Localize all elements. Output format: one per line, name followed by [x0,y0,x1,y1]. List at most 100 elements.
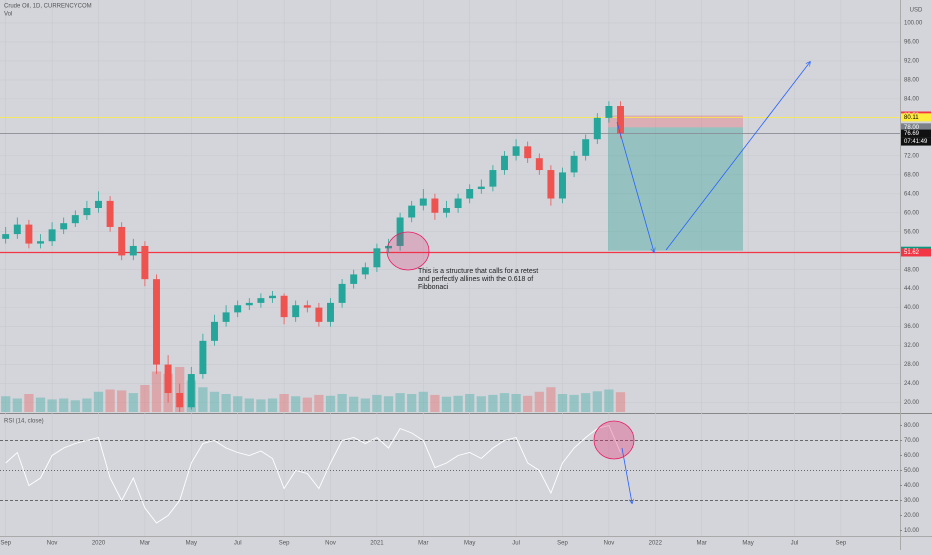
countdown-box [901,137,931,146]
candle-body [37,241,44,244]
y-tick-label: 40.00 [904,305,920,311]
entry-label-box [901,123,931,132]
volume-bar [372,394,382,412]
y-tick-label: 28.00 [904,362,920,368]
candle-body [153,279,160,365]
y-tick-label: 48.00 [904,267,920,273]
candle-body [466,189,474,199]
candle-body [164,364,172,394]
volume-bar [82,398,92,412]
x-tick-label: Jul [512,541,520,547]
y-tick-label: 44.00 [904,286,920,292]
x-tick-label: May [464,541,475,547]
candle-body [176,393,184,408]
candle-body [245,302,253,306]
y-tick-label: 100.00 [904,21,923,27]
x-tick-label: Sep [0,541,11,547]
rsi-pane [0,424,900,524]
rsi-tick-label: 50.00 [904,468,920,474]
candle-body [385,245,392,249]
level-label-box [901,129,931,138]
candle-body [269,295,276,299]
x-tick-label: Mar [697,541,707,547]
volume-bar [267,398,278,412]
candle-body [489,170,497,187]
candle-body [222,312,230,322]
volume-bar [569,394,579,412]
volume-bar [209,391,220,412]
x-tick-label: Sep [557,541,568,547]
volume-bar [24,394,34,412]
candle-body [535,158,543,171]
volume-bar [453,395,463,412]
x-tick-label: 2020 [92,541,106,547]
volume-bar [581,393,591,412]
level-label: 51.62 [904,250,920,256]
annotation-line: This is a structure that calls for a ret… [418,268,538,275]
volume-bar [615,392,626,412]
candle-body [234,305,242,313]
y-tick-label: 68.00 [904,172,920,178]
highlight-circle [386,231,430,271]
volume-bar [314,394,324,412]
volume-bar [47,399,57,412]
y-tick-label: 64.00 [904,191,920,197]
candle-body [547,170,555,199]
y-tick-label: 84.00 [904,96,920,102]
volume-bar [291,396,301,412]
volume-bar [35,397,46,412]
volume-bar [395,393,405,412]
x-tick-label: 2022 [649,541,663,547]
y-tick-label: 72.00 [904,153,920,159]
rsi-tick-label: 70.00 [904,438,920,444]
rsi-tick-label: 60.00 [904,453,920,459]
x-tick-label: Sep [836,541,847,547]
volume-bar [418,391,428,412]
candle-body [338,283,346,303]
candle-body [2,234,10,239]
x-tick-label: Jul [234,541,242,547]
volume-bar [337,394,347,412]
candle-body [477,186,485,190]
volume-bar [604,389,614,412]
arrow [665,62,810,251]
candle-body [524,146,532,159]
candle-body [501,155,508,171]
x-tick-label: Jul [791,541,799,547]
candle-body [187,374,195,408]
levels [0,116,900,254]
y-tick-label: 96.00 [904,40,920,46]
volume-label: Vol [4,12,12,18]
volume-bar [70,400,80,412]
candle-body [48,229,56,242]
volume-bar [430,394,440,412]
level-label-box [901,248,931,257]
y-tick-label: 92.00 [904,59,920,65]
volume-bar [476,396,486,412]
x-tick-label: Sep [279,541,290,547]
volume-bar [325,395,336,412]
volume-bar [128,393,138,412]
candle-body [199,340,207,375]
x-tick-label: Nov [47,541,58,547]
candle-body [454,198,462,208]
candle-body [408,205,416,218]
candle-body [303,305,311,308]
candle-body [292,305,300,318]
candle-body [13,224,21,235]
candle-body [570,155,578,173]
y-tick-label: 20.00 [904,400,920,406]
volume-bar [221,394,231,412]
volume-bar [151,371,162,412]
candle-body [129,245,137,256]
candle-body [419,198,427,206]
candle-body [593,117,601,140]
volume-bar [256,399,266,412]
candle-body [559,172,566,199]
y-tick-label: 88.00 [904,77,920,83]
position-box [608,115,743,251]
candle-body [95,200,102,208]
rsi-tick-label: 20.00 [904,513,920,519]
